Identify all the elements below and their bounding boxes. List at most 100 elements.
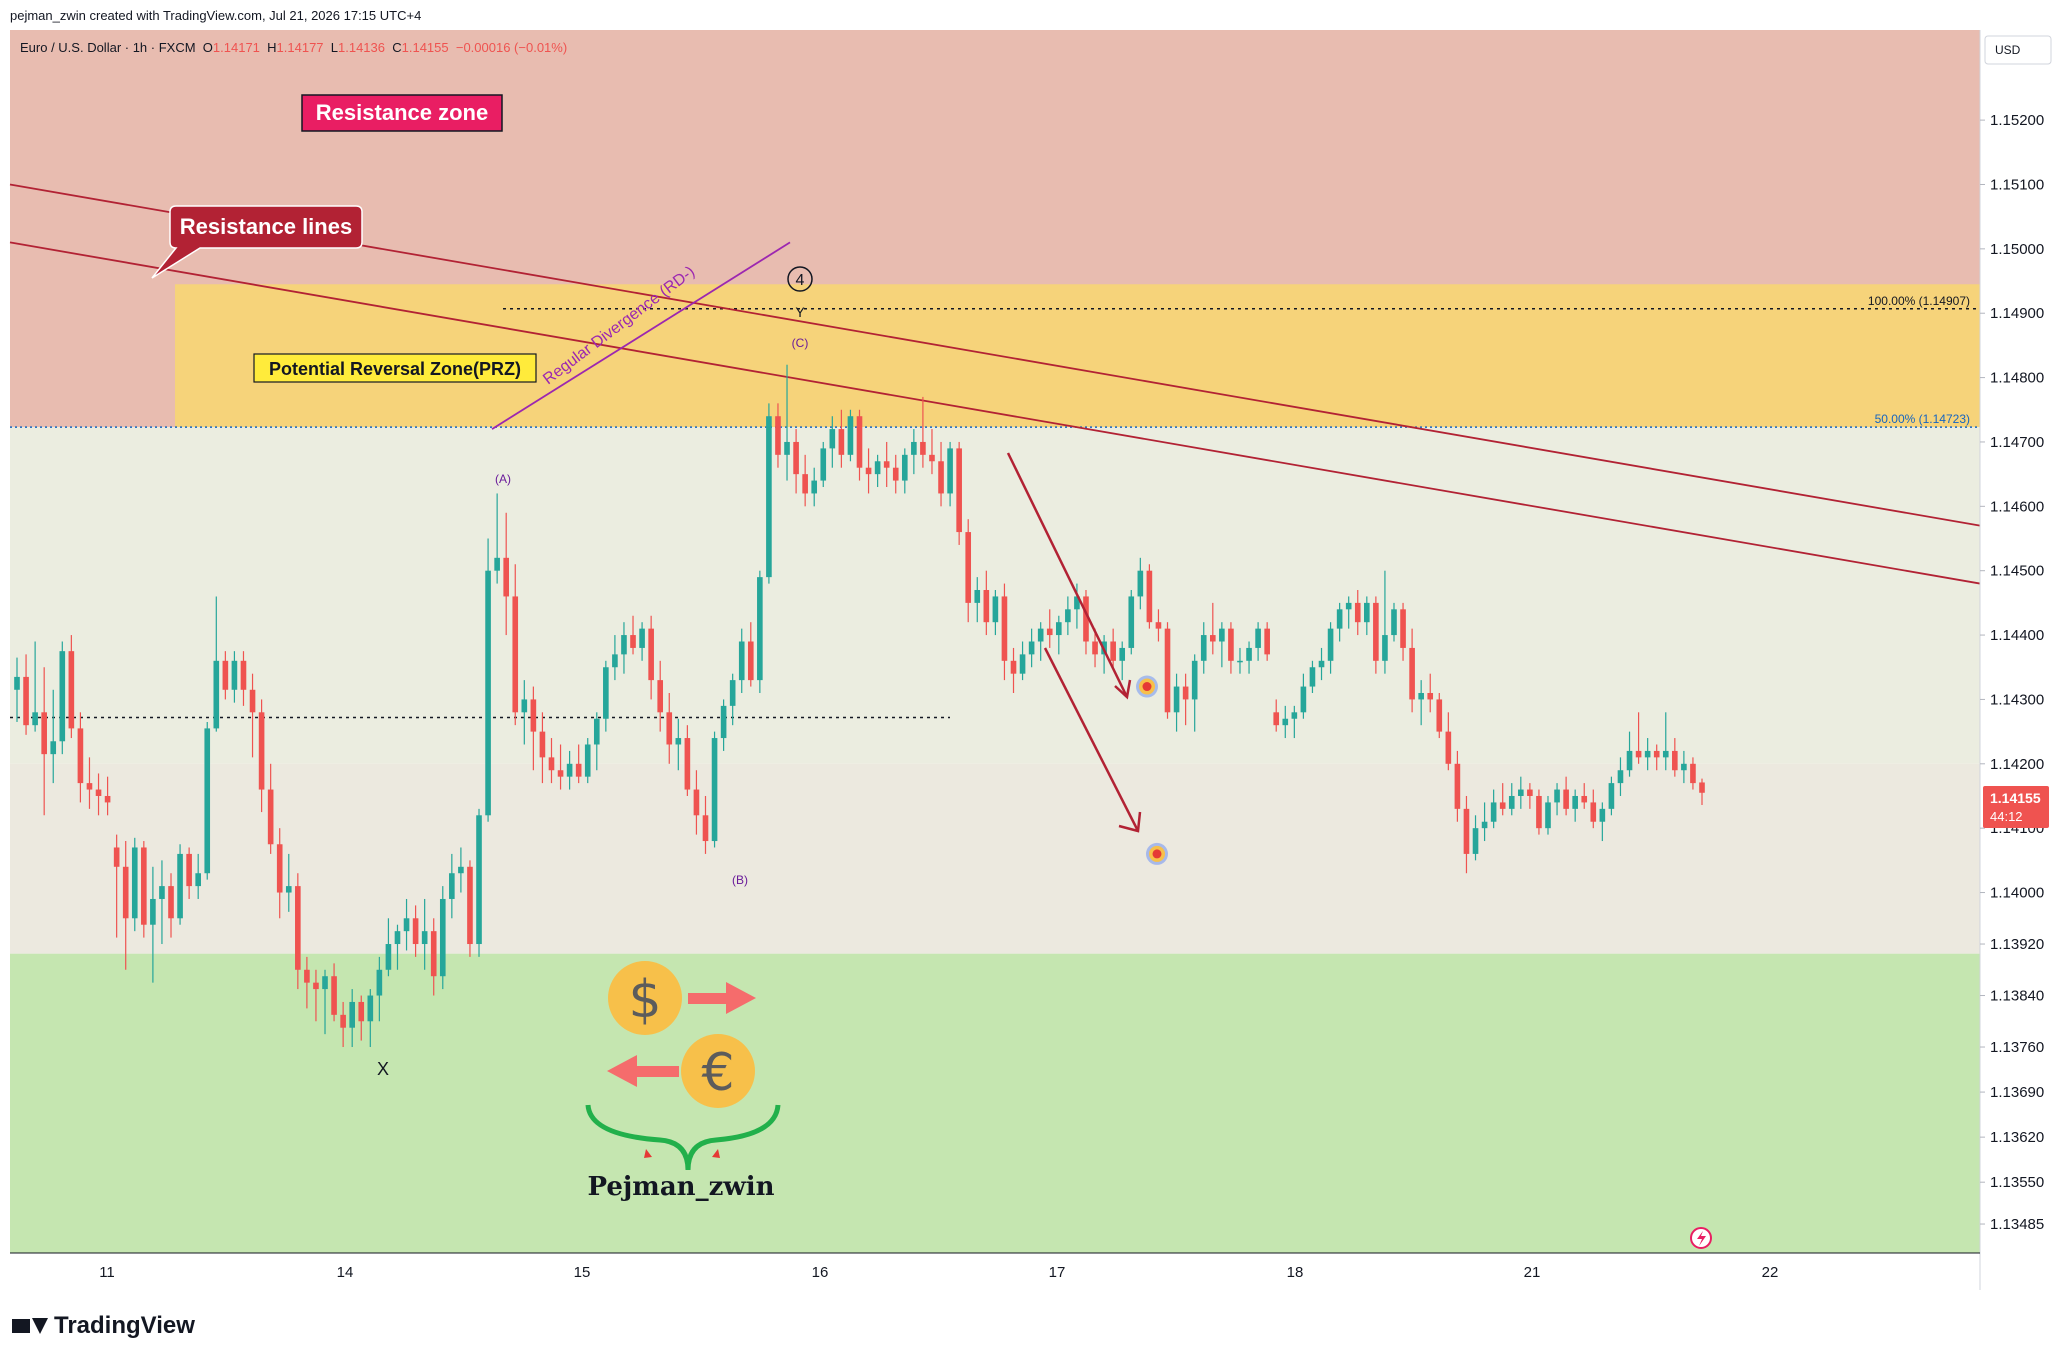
candle [693,770,700,835]
candle-body [1219,628,1225,642]
candle [1228,622,1234,674]
currency-button[interactable] [1984,35,2052,65]
author-signature: Pejman_zwin [588,1172,775,1202]
candle [1391,602,1397,642]
candle-body [548,757,555,771]
candle [394,924,401,970]
candle [385,918,392,977]
candle-body [358,1001,365,1022]
target-icon [1146,842,1168,865]
candle [702,795,709,854]
currency-label: USD [1995,43,2021,57]
candle-body [747,641,754,681]
candle-body [920,441,926,455]
candle-body [684,738,691,790]
candle-body [1010,660,1017,674]
candle-body [1327,628,1334,661]
candle [965,519,972,623]
red-marker-right [712,1149,720,1158]
time-axis[interactable]: 11 14 15 16 17 18 21 22 [99,1264,1778,1281]
candle-body [675,738,682,745]
candle-body [793,441,799,475]
price-axis[interactable]: 1.15200 1.15100 1.15000 1.14900 1.14800 1.147… [1980,112,2044,1233]
candle-body [1400,609,1406,648]
candle [956,441,962,545]
candle [1119,641,1126,681]
candle-body [1128,596,1135,648]
candle-body [1037,628,1044,642]
candle-body [1364,602,1370,623]
price-tick-label: 1.13485 [1990,1216,2044,1233]
open-value: 1.14171 [212,40,260,55]
candle [911,429,917,475]
candle-body [974,590,981,603]
candle [1001,583,1008,681]
candle [593,712,600,771]
candle [874,454,881,488]
candle [476,808,482,957]
candle-body [195,873,201,887]
candle-body [612,654,618,668]
candle-body [829,429,836,449]
candle-body [1065,609,1071,623]
candle [521,680,528,745]
candle [458,847,464,893]
red-marker-left [644,1149,652,1158]
candle-body [1173,686,1180,713]
candle [1617,757,1624,796]
candle-body [784,441,790,455]
candle [720,699,727,751]
candle [711,731,718,848]
candle [1545,795,1551,835]
candle [1445,712,1452,771]
current-price-value: 1.14155 [1990,790,2041,806]
candle [1472,815,1479,861]
candle-body [104,795,111,803]
candle [847,409,854,462]
candle [548,738,555,784]
candle [793,429,799,494]
candle [349,989,355,1048]
candle-body [1119,647,1126,661]
candle-body [1001,596,1008,661]
candle-body [1699,782,1705,793]
candle-body [240,660,247,690]
candle-body [1481,821,1488,829]
candle-body [249,689,256,713]
current-price-tag [1983,786,2049,828]
target-ring-inner [1142,682,1152,692]
candle-body [1472,828,1479,854]
price-tick-label: 1.15100 [1990,176,2044,193]
symbol-legend[interactable]: Euro / U.S. Dollar · 1h · FXCM O1.14171 … [20,40,567,55]
candle [1409,628,1415,713]
candle [177,844,183,925]
candle-body [1282,718,1289,726]
tradingview-logo[interactable]: TradingView [12,1312,195,1340]
candle-body [159,886,165,899]
wave-label: 4 [796,272,805,289]
candle-body [313,982,319,990]
candle-body [1318,660,1325,668]
candle-body [1373,602,1379,661]
candle-body [630,635,636,648]
price-tick-label: 1.14500 [1990,563,2044,580]
candle-body [1200,635,1207,661]
fib-50-label: 50.00% (1.14723) [1875,412,1970,426]
price-tick-label: 1.15000 [1990,241,2044,258]
candle-body [394,931,401,945]
candle-body [1644,750,1651,758]
candle [929,429,935,475]
candle-body [1228,628,1234,661]
candle-body [1264,628,1270,655]
candle-body [657,680,664,713]
candle [104,776,111,816]
prz-label: Potential Reversal Zone(PRZ) [269,359,521,379]
candle-body [1653,750,1660,758]
candle-body [1237,660,1243,663]
candle-body [1209,635,1216,642]
candle-body [385,944,392,970]
candle [50,689,57,784]
price-tick-label: 1.14300 [1990,691,2044,708]
candle-body [1508,795,1515,809]
